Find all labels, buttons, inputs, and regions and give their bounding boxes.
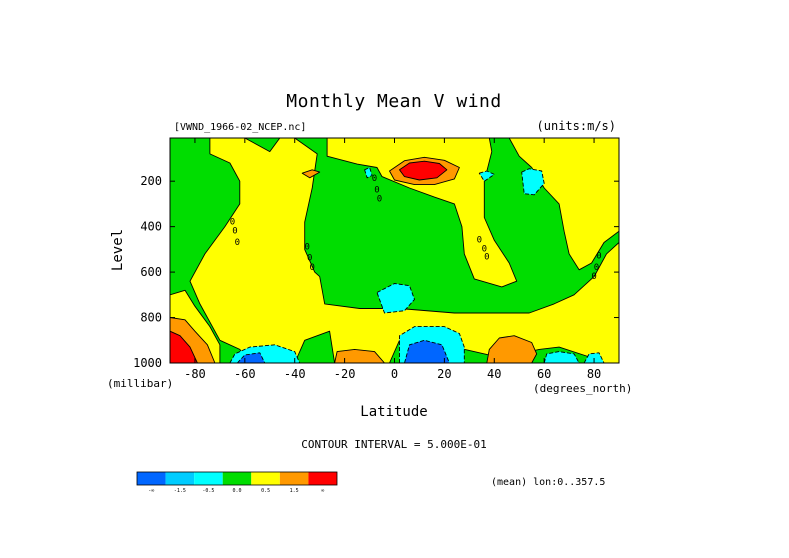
zero-contour-label: 0 — [230, 217, 235, 227]
colorbar-frame — [136, 471, 338, 486]
zero-contour-label: 0 — [309, 263, 314, 273]
colorbar-level-label: -0.5 — [202, 488, 214, 494]
zero-contour-label: 0 — [374, 186, 379, 196]
colorbar-swatch — [222, 472, 252, 485]
zero-contour-label: 0 — [596, 252, 601, 262]
x-tick-label: -20 — [334, 367, 356, 381]
colorbar-swatch — [308, 472, 337, 485]
contour-region-upper-positive-band — [326, 138, 518, 288]
colorbar-swatch — [251, 472, 280, 485]
colorbar-level-label: 0.0 — [232, 488, 241, 494]
contour-region-southern-positive-region — [189, 138, 619, 363]
contour-region-south-pole-max — [170, 330, 198, 363]
contour-interval-note: CONTOUR INTERVAL = 5.000E-01 — [301, 438, 486, 451]
zero-contour-label: 0 — [484, 253, 489, 263]
y-tick-label: 400 — [140, 220, 162, 234]
x-tick-label: 0 — [391, 367, 398, 381]
dataset-label: [VWND_1966-02_NCEP.nc] — [174, 122, 306, 133]
colorbar-level-label: -1.5 — [174, 488, 186, 494]
zero-contour-label: 0 — [591, 272, 596, 282]
y-axis: 200 400 600 800 1000 — [133, 174, 619, 370]
colorbar-level-label: 1.5 — [290, 488, 299, 494]
contour-region-northern-lower-negative-2 — [583, 352, 605, 363]
contour-region-tropical-lower-strong-negative — [404, 339, 450, 363]
y-tick-label: 600 — [140, 265, 162, 279]
x-tick-label: -40 — [284, 367, 306, 381]
units-label: (units:m/s) — [537, 119, 616, 133]
zero-contour-label: 0 — [235, 238, 240, 248]
x-axis-label: Latitude — [360, 404, 427, 420]
y-tick-label: 1000 — [133, 356, 162, 370]
contour-regions — [170, 138, 619, 363]
contour-region-northern-upper-negative-2 — [478, 170, 495, 182]
colorbar-swatch — [279, 472, 309, 485]
contour-region-midlat-north-positive — [486, 335, 538, 363]
contour-region-equatorial-negative-patch — [364, 167, 373, 179]
zero-contour-label: 0 — [372, 174, 377, 184]
contour-region-tropical-upper-max — [399, 160, 448, 181]
colorbar-level-label: ∞ — [321, 488, 324, 494]
contour-region-polar-front-positive — [301, 169, 321, 179]
y-tick-label: 200 — [140, 174, 162, 188]
x-tick-label: -80 — [184, 367, 206, 381]
contour-region-subtropical-negative — [376, 283, 415, 314]
x-tick-label: -60 — [234, 367, 256, 381]
contour-region-northern-upper-negative — [521, 168, 545, 196]
x-tick-label: 20 — [437, 367, 451, 381]
chart-title: Monthly Mean V wind — [286, 91, 501, 112]
y-axis-label: Level — [110, 229, 126, 271]
zero-contour-label: 0 — [304, 242, 309, 252]
x-axis: -80 -60 -40 -20 0 20 40 60 80 — [184, 138, 601, 381]
colorbar: -∞ -1.5 -0.5 0.0 0.5 1.5 ∞ — [136, 471, 338, 494]
zero-contour-label: 0 — [594, 263, 599, 273]
contour-region-midlat-south-positive — [334, 348, 385, 363]
colorbar-swatch — [165, 472, 195, 485]
x-tick-label: 80 — [587, 367, 601, 381]
x-tick-label: 60 — [537, 367, 551, 381]
contour-region-southern-strong-negative — [236, 352, 266, 363]
contour-region-northern-lower-negative — [543, 351, 580, 363]
zero-contour-label: 0 — [377, 195, 382, 205]
y-axis-units: (millibar) — [107, 377, 173, 390]
colorbar-level-label: -∞ — [148, 488, 154, 494]
colorbar-swatch — [137, 472, 166, 485]
x-axis-units: (degrees_north) — [533, 382, 632, 395]
zero-contour-label: 0 — [232, 227, 237, 237]
mean-note: (mean) lon:0..357.5 — [491, 477, 605, 488]
colorbar-level-label: 0.5 — [261, 488, 270, 494]
zero-contour-label: 0 — [482, 245, 487, 255]
y-tick-label: 800 — [140, 311, 162, 325]
colorbar-swatch — [194, 472, 223, 485]
zero-contour-label: 0 — [307, 254, 312, 264]
x-tick-label: 40 — [487, 367, 501, 381]
zero-contour-label: 0 — [477, 236, 482, 246]
